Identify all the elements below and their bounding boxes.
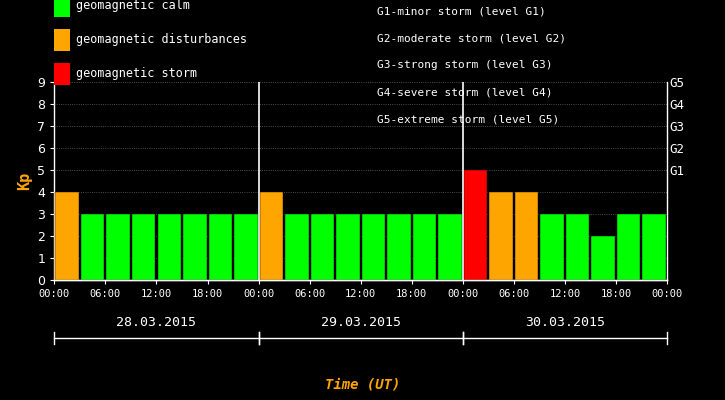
Bar [566,214,589,280]
Y-axis label: Kp: Kp [17,172,32,190]
Bar [642,214,666,280]
Bar [464,170,487,280]
Bar [81,214,104,280]
Text: geomagnetic calm: geomagnetic calm [76,0,190,12]
Text: G3-strong storm (level G3): G3-strong storm (level G3) [377,60,552,70]
Bar [617,214,640,280]
Text: 28.03.2015: 28.03.2015 [117,316,196,328]
Bar [362,214,385,280]
Bar [387,214,411,280]
Text: 30.03.2015: 30.03.2015 [525,316,605,328]
Bar [209,214,232,280]
Bar [260,192,283,280]
Bar [515,192,539,280]
Text: G2-moderate storm (level G2): G2-moderate storm (level G2) [377,33,566,43]
Text: geomagnetic disturbances: geomagnetic disturbances [76,34,247,46]
Bar [310,214,334,280]
Bar [234,214,257,280]
Text: 29.03.2015: 29.03.2015 [320,316,401,328]
Bar [540,214,564,280]
Text: G5-extreme storm (level G5): G5-extreme storm (level G5) [377,115,559,125]
Bar [439,214,462,280]
Bar [489,192,513,280]
Bar [55,192,79,280]
Text: Time (UT): Time (UT) [325,377,400,391]
Bar [413,214,436,280]
Text: geomagnetic storm: geomagnetic storm [76,68,197,80]
Bar [183,214,207,280]
Bar [107,214,130,280]
Bar [157,214,181,280]
Bar [132,214,155,280]
Bar [285,214,309,280]
Text: G1-minor storm (level G1): G1-minor storm (level G1) [377,6,546,16]
Bar [592,236,615,280]
Text: G4-severe storm (level G4): G4-severe storm (level G4) [377,88,552,98]
Bar [336,214,360,280]
